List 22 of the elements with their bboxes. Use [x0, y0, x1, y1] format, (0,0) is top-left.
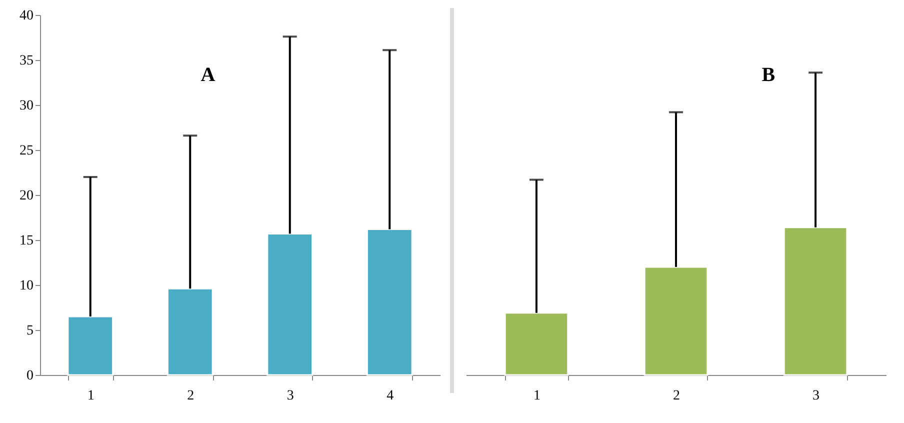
- y-tick-label: 15: [20, 234, 34, 248]
- y-tick-label: 35: [20, 54, 34, 68]
- x-tick-label: 2: [673, 388, 680, 404]
- y-tick-label: 5: [26, 324, 34, 338]
- y-tick-label: 30: [20, 98, 34, 114]
- annotation: A: [200, 64, 216, 86]
- bar: [266, 232, 314, 376]
- x-tick-label: 2: [187, 388, 194, 404]
- x-tick-label: 3: [812, 388, 820, 404]
- x-tick-label: 4: [386, 388, 394, 404]
- bar: [67, 316, 114, 376]
- bar: [166, 288, 214, 376]
- x-tick-label: 3: [286, 388, 294, 404]
- x-tick-label: 1: [533, 388, 540, 404]
- y-tick-label: 10: [20, 278, 34, 294]
- annotation: B: [762, 64, 776, 86]
- y-tick-label: 25: [20, 144, 34, 158]
- bar: [366, 228, 413, 376]
- y-tick-label: 20: [20, 188, 34, 204]
- x-tick-label: 1: [87, 388, 94, 404]
- y-tick-label: 40: [20, 8, 34, 24]
- y-tick-label: 0: [26, 368, 34, 384]
